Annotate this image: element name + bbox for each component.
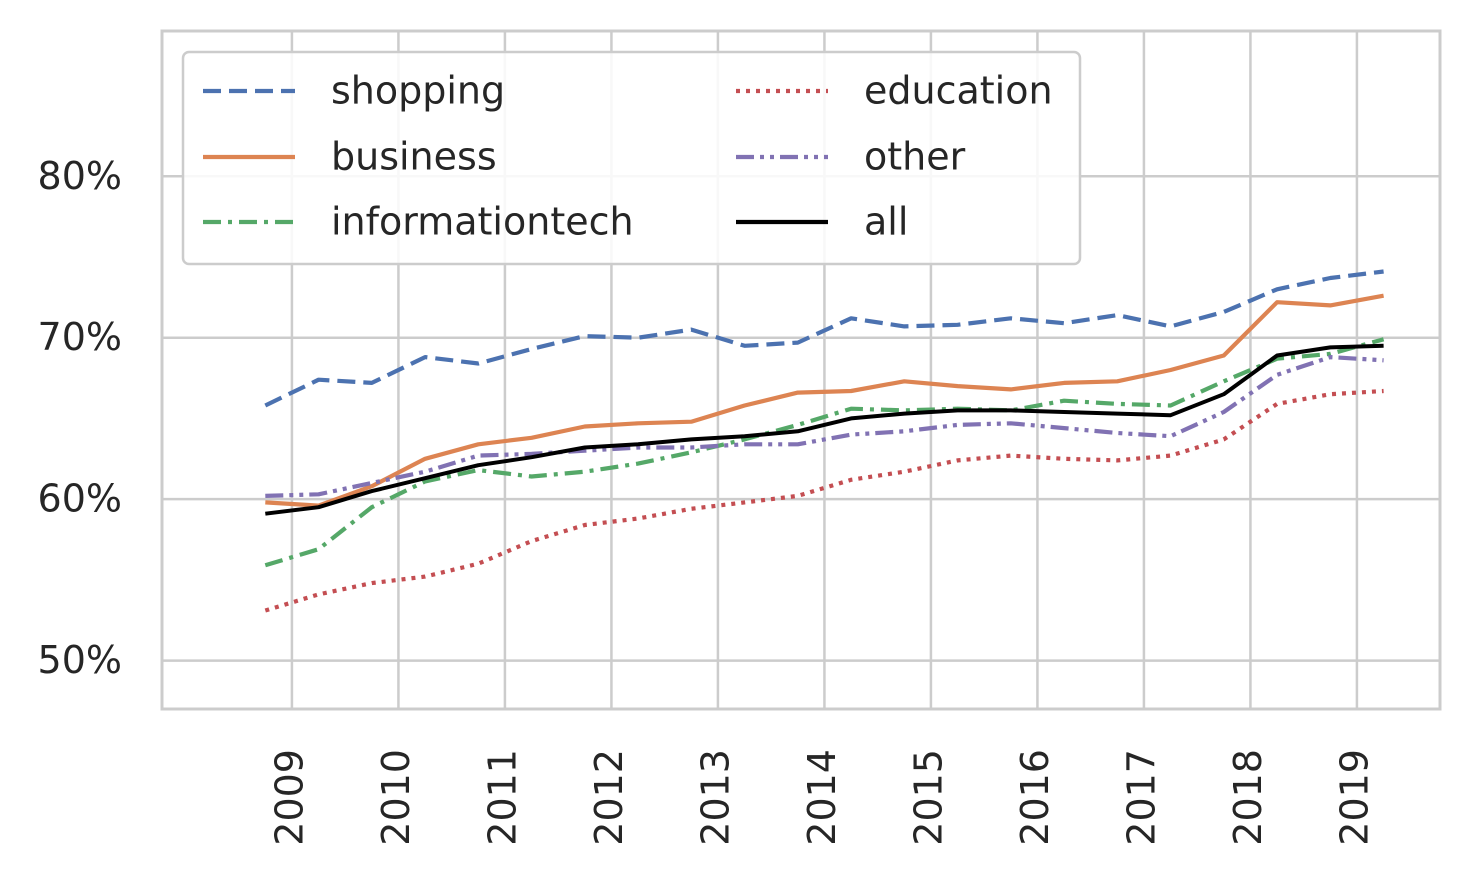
series-line-all xyxy=(265,343,1384,516)
legend-label: education xyxy=(864,69,1053,113)
y-tick-label: 60% xyxy=(38,477,122,521)
plot-frame xyxy=(160,29,1442,711)
legend-entry-all: all xyxy=(736,200,908,244)
legend-label: all xyxy=(864,200,908,244)
y-tick-label: 80% xyxy=(38,154,122,198)
x-tick-label: 2009 xyxy=(267,749,311,846)
x-tick-label: 2016 xyxy=(1013,749,1057,846)
legend-label: other xyxy=(864,135,966,179)
x-tick-label: 2014 xyxy=(800,749,844,846)
legend-entry-business: business xyxy=(203,135,497,179)
y-tick-label: 70% xyxy=(38,315,122,359)
y-tick-label: 50% xyxy=(38,638,122,682)
legend-box xyxy=(181,50,1082,266)
series-line-education xyxy=(264,388,1384,613)
legend-entry-shopping: shopping xyxy=(203,69,505,113)
legend: shopping business informationtech education… xyxy=(181,50,1082,266)
x-tick-label: 2011 xyxy=(480,749,524,846)
series-lines xyxy=(264,269,1385,613)
legend-label: business xyxy=(331,135,497,179)
series-line-informationtech xyxy=(264,337,1385,568)
x-tick-label: 2012 xyxy=(587,749,631,846)
x-tick-label: 2017 xyxy=(1119,749,1163,846)
x-tick-label: 2010 xyxy=(374,749,418,846)
series-line-shopping xyxy=(264,269,1384,408)
x-tick-label: 2013 xyxy=(693,749,737,846)
x-tick-label: 2019 xyxy=(1332,749,1376,846)
legend-entry-other: other xyxy=(736,135,966,179)
legend-label: shopping xyxy=(331,69,505,113)
x-axis-tick-labels: 2009 2010 2011 2012 2013 2014 2015 2016 2017 2018… xyxy=(267,749,1376,846)
legend-entry-informationtech: informationtech xyxy=(203,200,634,244)
series-line-business xyxy=(265,293,1384,508)
series-line-other xyxy=(265,355,1384,498)
x-tick-label: 2015 xyxy=(906,749,950,846)
y-axis-tick-labels: 50% 60% 70% 80% xyxy=(38,154,122,682)
legend-entry-education: education xyxy=(736,69,1053,113)
legend-label: informationtech xyxy=(331,200,634,244)
x-tick-label: 2018 xyxy=(1226,749,1270,846)
